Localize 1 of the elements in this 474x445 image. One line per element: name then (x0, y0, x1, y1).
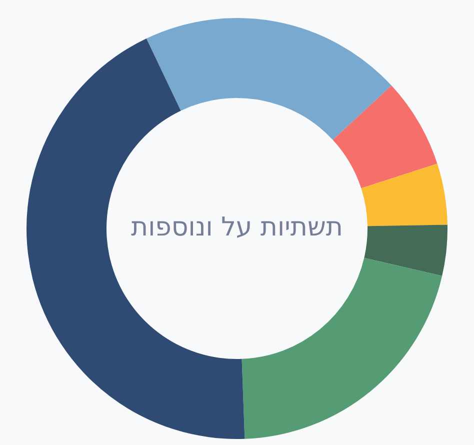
text: תשתיות על ונוספות (130, 212, 344, 242)
